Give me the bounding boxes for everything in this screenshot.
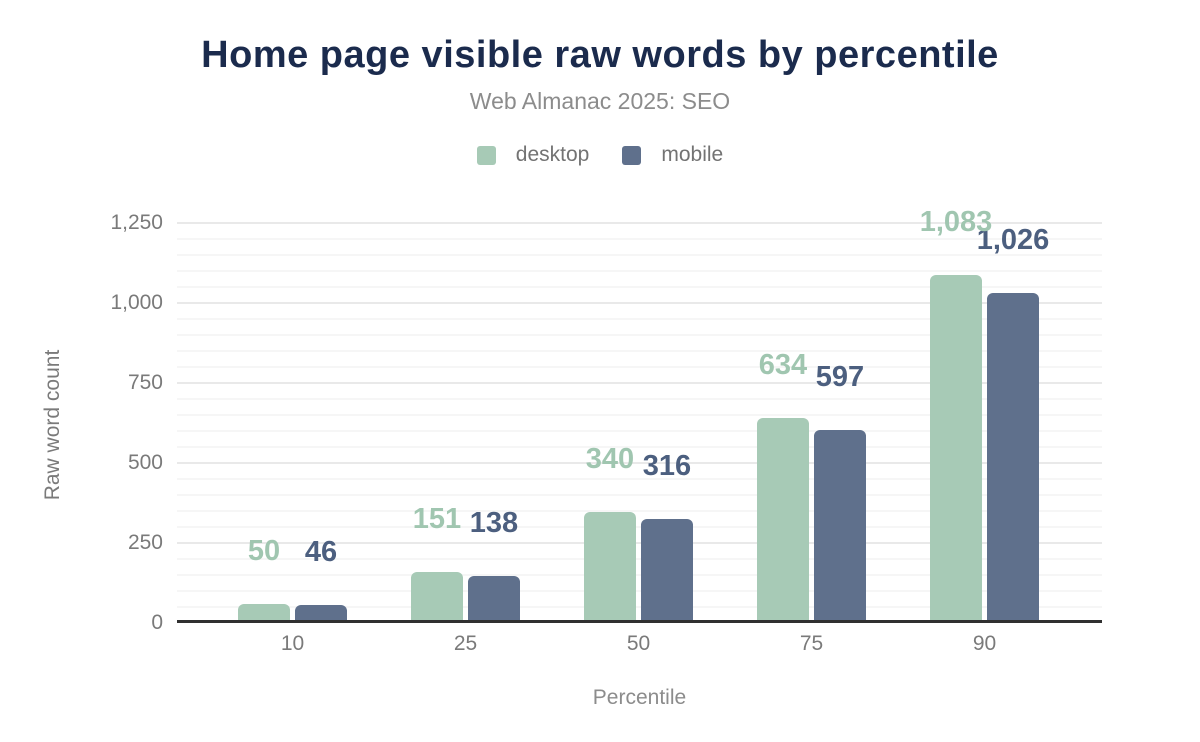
legend-item-desktop[interactable]: desktop bbox=[476, 143, 590, 167]
mobile-bar[interactable] bbox=[814, 430, 866, 620]
mobile-bar[interactable] bbox=[987, 293, 1039, 620]
desktop-value-label: 151 bbox=[412, 503, 462, 535]
legend: desktop mobile bbox=[0, 143, 1200, 167]
bar-group-p75: 634 597 bbox=[725, 351, 898, 620]
desktop-value-label: 50 bbox=[247, 535, 281, 567]
barcol-desktop: 340 bbox=[584, 445, 636, 620]
desktop-swatch-icon bbox=[476, 145, 496, 165]
y-tick-label: 750 bbox=[127, 371, 163, 394]
x-axis-line bbox=[177, 620, 1102, 623]
desktop-bar[interactable] bbox=[584, 512, 636, 620]
desktop-bar[interactable] bbox=[757, 418, 809, 620]
x-tick-label: 25 bbox=[453, 632, 478, 655]
bar-group-p25: 151 138 bbox=[379, 505, 552, 620]
desktop-value-label: 634 bbox=[758, 349, 808, 381]
y-axis-title: Raw word count bbox=[41, 349, 64, 501]
barcol-desktop: 634 bbox=[757, 351, 809, 620]
bar-group-p10: 50 46 bbox=[206, 537, 379, 620]
y-tick-label: 0 bbox=[151, 611, 163, 634]
y-tick-label: 500 bbox=[127, 451, 163, 474]
chart-title: Home page visible raw words by percentil… bbox=[201, 34, 999, 76]
barcol-mobile: 597 bbox=[814, 363, 866, 620]
mobile-bar[interactable] bbox=[641, 519, 693, 620]
mobile-value-label: 597 bbox=[815, 361, 865, 393]
bar-groups: 50 46 151 138 340 bbox=[177, 208, 1102, 620]
mobile-value-label: 46 bbox=[304, 536, 338, 568]
barcol-desktop: 151 bbox=[411, 505, 463, 620]
desktop-bar[interactable] bbox=[930, 275, 982, 620]
y-tick-label: 250 bbox=[127, 531, 163, 554]
y-tick-label: 1,250 bbox=[110, 211, 163, 234]
bar-group-p90: 1,083 1,026 bbox=[898, 208, 1071, 620]
desktop-value-label: 1,083 bbox=[919, 206, 993, 238]
x-axis-title: Percentile bbox=[592, 686, 687, 709]
x-tick-label: 50 bbox=[626, 632, 651, 655]
mobile-value-label: 138 bbox=[469, 507, 519, 539]
y-tick-label: 1,000 bbox=[110, 291, 163, 314]
mobile-value-label: 316 bbox=[642, 450, 692, 482]
barcol-desktop: 50 bbox=[238, 537, 290, 620]
bar-group-p50: 340 316 bbox=[552, 445, 725, 620]
barcol-mobile: 138 bbox=[468, 509, 520, 620]
mobile-bar[interactable] bbox=[468, 576, 520, 620]
desktop-bar[interactable] bbox=[411, 572, 463, 620]
desktop-bar[interactable] bbox=[238, 604, 290, 620]
x-tick-labels: 10 25 50 75 90 bbox=[177, 632, 1102, 656]
barcol-desktop: 1,083 bbox=[920, 208, 992, 620]
chart-subtitle: Web Almanac 2025: SEO bbox=[469, 88, 731, 114]
barcol-mobile: 1,026 bbox=[977, 226, 1049, 620]
x-tick-label: 90 bbox=[972, 632, 997, 655]
x-tick-label: 10 bbox=[280, 632, 305, 655]
legend-label-mobile: mobile bbox=[661, 143, 724, 166]
x-tick-label: 75 bbox=[799, 632, 824, 655]
desktop-value-label: 340 bbox=[585, 443, 635, 475]
legend-item-mobile[interactable]: mobile bbox=[622, 143, 723, 167]
barcol-mobile: 46 bbox=[295, 538, 347, 620]
barcol-mobile: 316 bbox=[641, 452, 693, 620]
legend-label-desktop: desktop bbox=[515, 143, 590, 166]
mobile-value-label: 1,026 bbox=[976, 224, 1050, 256]
mobile-swatch-icon bbox=[622, 145, 642, 165]
mobile-bar[interactable] bbox=[295, 605, 347, 620]
